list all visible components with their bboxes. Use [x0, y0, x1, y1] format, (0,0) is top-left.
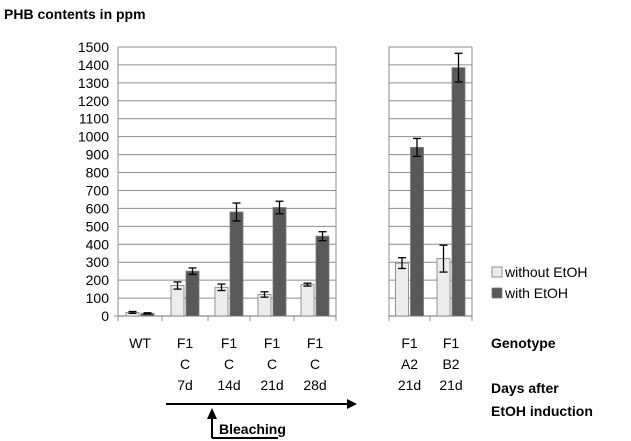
bar-with-etoh [185, 270, 200, 317]
y-tick-label: 0 [101, 308, 109, 324]
x-label-genotype: F1 [401, 335, 418, 351]
bar-without-etoh [170, 285, 185, 317]
x-label-line: A2 [401, 356, 418, 372]
y-tick-label: 1500 [78, 39, 109, 55]
y-tick-label: 1200 [78, 93, 109, 109]
y-tick-label: 800 [86, 165, 110, 181]
x-label-line: B2 [442, 356, 459, 372]
y-tick-label: 400 [86, 236, 110, 252]
bar-with-etoh [410, 147, 424, 317]
legend-swatch [491, 287, 503, 299]
y-tick-label: 100 [86, 290, 110, 306]
x-label-days: 21d [260, 377, 283, 393]
legend-label: without EtOH [504, 264, 587, 280]
x-label-days: 21d [439, 377, 462, 393]
y-tick-label: 1400 [78, 57, 109, 73]
y-tick-label: 500 [86, 218, 110, 234]
x-label-line: C [224, 356, 234, 372]
row-label-days: Days after [491, 380, 559, 396]
y-tick-label: 1000 [78, 129, 109, 145]
row-label-days: EtOH induction [491, 403, 593, 419]
y-tick-label: 900 [86, 147, 110, 163]
x-label-line: C [180, 356, 190, 372]
x-label-genotype: F1 [264, 335, 281, 351]
row-label-genotype: Genotype [491, 335, 556, 351]
x-label-genotype: F1 [307, 335, 324, 351]
x-label-line: C [310, 356, 320, 372]
bar-without-etoh [300, 284, 315, 317]
bar-without-etoh [214, 286, 229, 317]
x-label-days: 14d [217, 377, 240, 393]
x-label-genotype: WT [129, 335, 151, 351]
x-label-genotype: F1 [177, 335, 194, 351]
y-tick-label: 1100 [79, 111, 109, 127]
chart-title: PHB contents in ppm [4, 6, 146, 22]
bleaching-arrowhead [207, 408, 217, 419]
y-tick-label: 700 [86, 182, 110, 198]
x-label-line: C [267, 356, 277, 372]
x-label-days: 28d [303, 377, 326, 393]
y-tick-label: 600 [86, 200, 110, 216]
timeline-arrowhead [347, 399, 357, 409]
y-tick-label: 300 [86, 254, 110, 270]
y-tick-label: 200 [86, 272, 110, 288]
legend-label: with EtOH [504, 285, 568, 301]
x-label-days: 21d [398, 377, 421, 393]
bar-with-etoh [451, 67, 466, 317]
bar-with-etoh [315, 235, 330, 317]
bleaching-label: Bleaching [219, 421, 286, 437]
y-tick-label: 1300 [78, 75, 109, 91]
x-label-genotype: F1 [443, 335, 460, 351]
bar-without-etoh [395, 262, 409, 317]
bar-with-etoh [229, 211, 244, 317]
x-label-days: 7d [177, 377, 193, 393]
x-label-genotype: F1 [221, 335, 238, 351]
legend-swatch [491, 266, 503, 278]
bar-with-etoh [272, 207, 287, 317]
